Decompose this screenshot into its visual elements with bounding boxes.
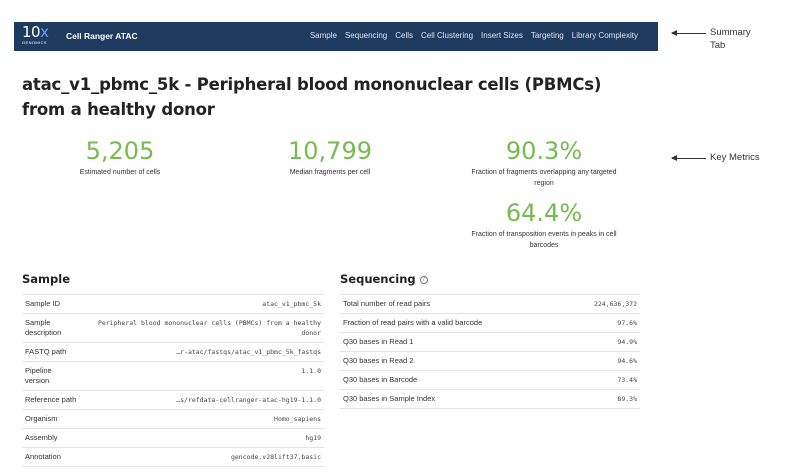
tab-sample[interactable]: Sample xyxy=(309,31,337,40)
row-key: Pipeline version xyxy=(25,366,52,385)
summary-tab-annotation-line1: Summary xyxy=(710,27,751,38)
row-value: …r-atac/fastqs/atac_v1_pbmc_5k_fastqs xyxy=(176,348,321,356)
metric-value: 5,205 xyxy=(85,137,155,165)
metric-median-fragments: 10,799 Median fragments per cell xyxy=(262,137,398,178)
row-key: FASTQ path xyxy=(25,347,67,356)
tab-targeting[interactable]: Targeting xyxy=(530,31,564,40)
table-row: Reference path …s/refdata-cellranger-ata… xyxy=(22,391,324,410)
row-key: Assembly xyxy=(25,433,58,442)
row-value: 94.9% xyxy=(617,338,637,346)
metric-label: Fraction of transposition events in peak… xyxy=(471,231,617,249)
row-key: Q30 bases in Barcode xyxy=(343,375,418,384)
top-nav-bar: 10x GENOMICS Cell Ranger ATAC Sample Seq… xyxy=(14,22,658,51)
page-title: atac_v1_pbmc_5k - Peripheral blood monon… xyxy=(22,75,602,119)
row-key: Sample description xyxy=(25,318,62,337)
sequencing-heading-text: Sequencing xyxy=(340,272,416,286)
row-key: Fraction of read pairs with a valid barc… xyxy=(343,318,483,327)
row-key: Q30 bases in Sample Index xyxy=(343,394,436,403)
sequencing-table: Total number of read pairs 224,636,372 F… xyxy=(340,294,640,409)
table-row: Sample ID atac_v1_pbmc_5k xyxy=(22,295,324,314)
help-icon[interactable]: ? xyxy=(419,275,428,284)
table-row: FASTQ path …r-atac/fastqs/atac_v1_pbmc_5… xyxy=(22,343,324,362)
row-key: Q30 bases in Read 2 xyxy=(343,356,414,365)
row-value: hg19 xyxy=(305,434,321,442)
row-key: Reference path xyxy=(25,395,77,404)
row-key: Annotation xyxy=(25,452,61,461)
table-row: Pipeline version 1.1.0 xyxy=(22,362,324,391)
summary-tab-annotation-line2: Tab xyxy=(710,40,726,51)
row-key: Q30 bases in Read 1 xyxy=(343,337,414,346)
row-value: 224,636,372 xyxy=(593,300,637,308)
table-row: Sample description Peripheral blood mono… xyxy=(22,314,324,343)
logo-x: x xyxy=(40,23,49,41)
table-row: Q30 bases in Read 1 94.9% xyxy=(340,333,640,352)
table-row: Assembly hg19 xyxy=(22,429,324,448)
tab-library-complexity[interactable]: Library Complexity xyxy=(571,31,638,40)
row-value: atac_v1_pbmc_5k xyxy=(262,300,321,308)
row-key: Total number of read pairs xyxy=(343,299,431,308)
summary-tabs: Sample Sequencing Cells Cell Clustering … xyxy=(310,31,638,40)
metric-value: 64.4% xyxy=(505,199,583,227)
metric-label: Estimated number of cells xyxy=(79,169,161,176)
table-row: Fraction of read pairs with a valid barc… xyxy=(340,314,640,333)
metric-transposition-in-peaks: 64.4% Fraction of transposition events i… xyxy=(446,199,642,251)
app-title: Cell Ranger ATAC xyxy=(66,31,138,41)
table-row: Organism Homo_sapiens xyxy=(22,410,324,429)
table-row: Q30 bases in Sample Index 89.3% xyxy=(340,390,640,409)
row-value: 97.6% xyxy=(617,319,637,327)
row-value: 89.3% xyxy=(617,395,637,403)
sequencing-section-heading: Sequencing? xyxy=(340,272,428,286)
table-row: Total number of read pairs 224,636,372 xyxy=(340,295,640,314)
table-row: Q30 bases in Barcode 73.4% xyxy=(340,371,640,390)
row-value: …s/refdata-cellranger-atac-hg19-1.1.0 xyxy=(176,396,321,404)
metric-fragments-targeted: 90.3% Fraction of fragments overlapping … xyxy=(446,137,642,189)
row-key: Organism xyxy=(25,414,58,423)
key-metrics-annotation: Key Metrics xyxy=(710,152,760,163)
summary-tab-annotation: Summary Tab xyxy=(710,26,751,52)
summary-tab-arrow-icon xyxy=(671,30,706,36)
key-metrics-arrow-icon xyxy=(671,155,706,161)
metric-value: 10,799 xyxy=(288,137,372,165)
row-value: 1.1.0 xyxy=(301,367,321,375)
row-value: 73.4% xyxy=(617,376,637,384)
tab-cells[interactable]: Cells xyxy=(395,31,413,40)
table-row: Annotation gencode.v28lift37.basic xyxy=(22,448,324,467)
sample-section-heading: Sample xyxy=(22,272,70,286)
metric-value: 90.3% xyxy=(505,137,583,165)
row-key: Sample ID xyxy=(25,299,61,308)
tab-sequencing[interactable]: Sequencing xyxy=(344,31,388,40)
metric-estimated-cells: 5,205 Estimated number of cells xyxy=(52,137,188,178)
table-row: Q30 bases in Read 2 94.6% xyxy=(340,352,640,371)
row-value: 94.6% xyxy=(617,357,637,365)
row-value: gencode.v28lift37.basic xyxy=(230,453,321,461)
10x-genomics-logo[interactable]: 10x GENOMICS xyxy=(22,25,56,49)
logo-main-text: 10 xyxy=(22,23,41,41)
metric-label: Median fragments per cell xyxy=(289,169,371,176)
sample-table: Sample ID atac_v1_pbmc_5k Sample descrip… xyxy=(22,294,324,467)
logo-sub-text: GENOMICS xyxy=(22,40,47,45)
metric-label: Fraction of fragments overlapping any ta… xyxy=(471,169,617,187)
tab-insert-sizes[interactable]: Insert Sizes xyxy=(481,31,523,40)
tab-cell-clustering[interactable]: Cell Clustering xyxy=(421,31,474,40)
row-value: Peripheral blood mononuclear cells (PBMC… xyxy=(97,319,321,337)
row-value: Homo_sapiens xyxy=(274,415,321,423)
